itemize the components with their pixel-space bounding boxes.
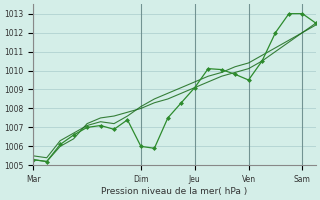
X-axis label: Pression niveau de la mer( hPa ): Pression niveau de la mer( hPa ) [101, 187, 248, 196]
